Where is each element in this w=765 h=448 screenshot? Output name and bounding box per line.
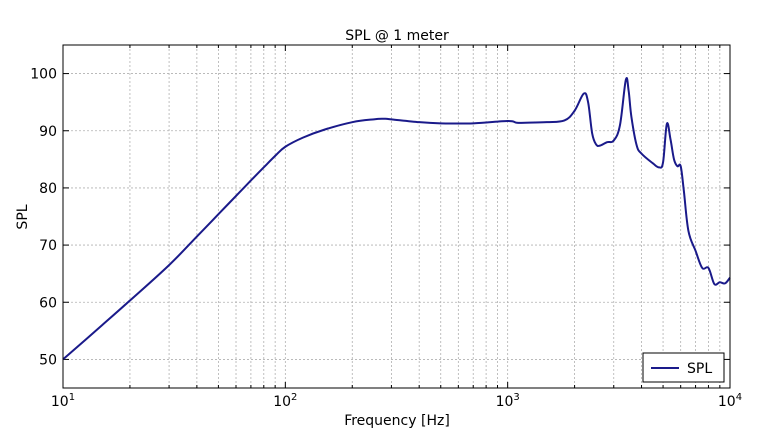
y-tick-label: 70 [39, 238, 57, 254]
legend-label: SPL [687, 361, 712, 377]
tick-labels: 50 60 70 80 90 100 101 102 103 104 [30, 67, 742, 410]
y-tick-label: 80 [39, 181, 57, 197]
grid [62, 45, 730, 388]
y-axis-label: SPL [15, 204, 31, 229]
y-tick-label: 90 [39, 124, 57, 140]
x-tick-label: 101 [51, 392, 75, 410]
x-tick-label: 104 [718, 392, 742, 410]
x-axis-label: Frequency [Hz] [344, 413, 450, 429]
x-tick-label: 102 [273, 392, 297, 410]
chart-title: SPL @ 1 meter [345, 28, 449, 44]
x-tick-label: 103 [496, 392, 520, 410]
spl-series-line [62, 77, 731, 361]
y-tick-label: 100 [30, 67, 57, 83]
plot-frame [62, 44, 731, 389]
y-tick-label: 50 [39, 352, 57, 368]
y-tick-label: 60 [39, 295, 57, 311]
legend: SPL [642, 352, 725, 383]
